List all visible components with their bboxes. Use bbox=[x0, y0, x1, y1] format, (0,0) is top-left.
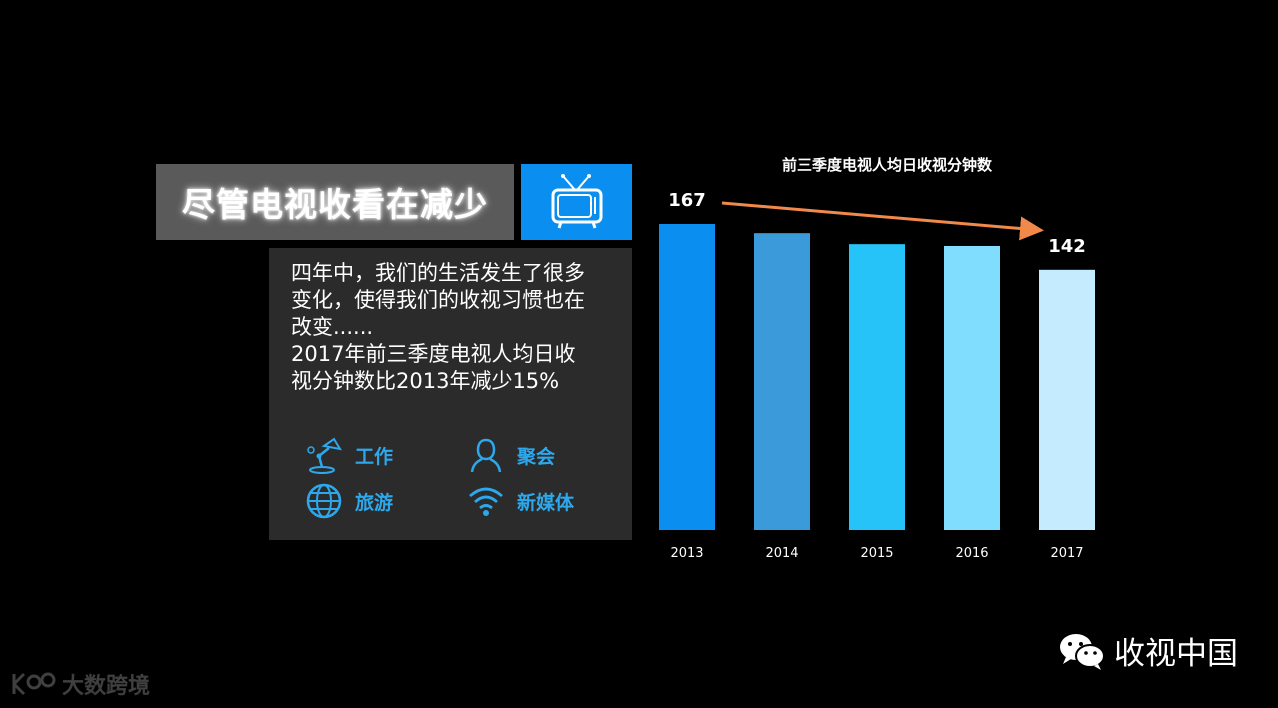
slide-title: 尽管电视收看在减少 bbox=[182, 185, 488, 224]
globe-icon bbox=[306, 483, 342, 519]
category-work: 工作 bbox=[305, 436, 393, 474]
data-label: 167 bbox=[668, 190, 706, 211]
x-tick-label: 2014 bbox=[765, 546, 798, 561]
description-line: 四年中，我们的生活发生了很多 bbox=[291, 261, 585, 285]
description-line: 变化，使得我们的收视习惯也在 bbox=[291, 288, 585, 312]
desk-lamp-icon bbox=[307, 437, 343, 474]
wifi-icon bbox=[469, 487, 503, 516]
x-tick-label: 2016 bbox=[955, 546, 988, 561]
category-new-media: 新媒体 bbox=[467, 482, 574, 520]
data-label: 142 bbox=[1048, 236, 1086, 257]
watermark-logo: 大数跨境 bbox=[10, 668, 150, 700]
bar-2016 bbox=[944, 245, 1000, 530]
title-box: 尽管电视收看在减少 bbox=[156, 164, 514, 240]
tv-box bbox=[521, 164, 632, 240]
wechat-badge: 收视中国 bbox=[1058, 628, 1238, 673]
description-text: 四年中，我们的生活发生了很多 变化，使得我们的收视习惯也在 改变...... 2… bbox=[291, 260, 621, 395]
wechat-account-name: 收视中国 bbox=[1114, 636, 1238, 672]
x-tick-label: 2017 bbox=[1050, 546, 1083, 561]
description-line: 2017年前三季度电视人均日收 bbox=[291, 342, 576, 366]
category-party: 聚会 bbox=[467, 436, 555, 474]
bar-2014 bbox=[754, 233, 810, 530]
wechat-icon bbox=[1060, 633, 1105, 670]
category-label: 新媒体 bbox=[517, 491, 575, 514]
bar-2015 bbox=[849, 244, 905, 530]
description-line: 改变...... bbox=[291, 315, 374, 339]
category-label: 旅游 bbox=[355, 491, 394, 514]
description-box: 四年中，我们的生活发生了很多 变化，使得我们的收视习惯也在 改变...... 2… bbox=[269, 248, 632, 540]
category-label: 聚会 bbox=[517, 445, 556, 468]
description-line: 视分钟数比2013年减少15% bbox=[291, 369, 560, 393]
x-tick-label: 2013 bbox=[670, 546, 703, 561]
person-icon bbox=[470, 438, 502, 473]
watermark-text: 大数跨境 bbox=[62, 674, 151, 699]
trend-arrow bbox=[721, 201, 1044, 241]
category-travel: 旅游 bbox=[305, 482, 393, 520]
bar-2013 bbox=[659, 224, 715, 530]
bar-2017 bbox=[1039, 269, 1095, 530]
tv-icon bbox=[551, 174, 602, 229]
category-label: 工作 bbox=[355, 445, 394, 468]
brand-logo-icon bbox=[12, 672, 56, 696]
chart-title: 前三季度电视人均日收视分钟数 bbox=[782, 156, 993, 174]
x-tick-label: 2015 bbox=[860, 546, 893, 561]
